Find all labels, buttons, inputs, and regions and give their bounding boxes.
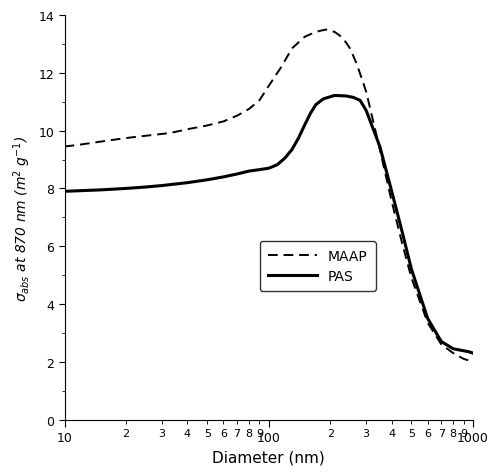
PAS [377, 144, 383, 150]
MAAP [322, 28, 328, 33]
PAS [399, 229, 405, 235]
MAAP [377, 147, 383, 153]
MAAP [460, 356, 466, 362]
MAAP [408, 276, 414, 281]
MAAP [114, 137, 119, 143]
PAS [256, 168, 262, 173]
MAAP [220, 119, 226, 125]
MAAP [302, 35, 308, 40]
MAAP [438, 342, 444, 347]
MAAP [450, 350, 456, 356]
MAAP [204, 123, 210, 129]
PAS [234, 172, 240, 178]
PAS [289, 147, 295, 153]
PAS [388, 189, 394, 195]
PAS [220, 175, 226, 180]
MAAP [347, 46, 353, 52]
MAAP [266, 84, 272, 89]
Legend: MAAP, PAS: MAAP, PAS [260, 241, 376, 291]
PAS [302, 123, 308, 129]
PAS [363, 109, 369, 114]
MAAP [340, 36, 345, 41]
PAS [424, 316, 430, 322]
PAS [246, 169, 252, 175]
MAAP [184, 127, 190, 133]
MAAP [424, 320, 430, 326]
PAS [308, 111, 314, 117]
Line: PAS: PAS [64, 96, 473, 353]
MAAP [62, 144, 68, 150]
MAAP [168, 131, 173, 137]
PAS [159, 183, 165, 189]
MAAP [289, 46, 295, 52]
PAS [62, 189, 68, 195]
PAS [408, 267, 414, 273]
MAAP [388, 199, 394, 205]
MAAP [332, 30, 338, 36]
Line: MAAP: MAAP [64, 30, 473, 362]
PAS [296, 136, 302, 141]
X-axis label: Diameter (nm): Diameter (nm) [212, 450, 325, 465]
PAS [350, 95, 356, 101]
PAS [357, 98, 363, 104]
MAAP [466, 357, 471, 363]
PAS [274, 162, 280, 168]
PAS [460, 348, 466, 354]
PAS [438, 339, 444, 345]
PAS [470, 350, 476, 356]
MAAP [234, 114, 240, 119]
Y-axis label: $\sigma_{abs}$ at 870 nm (m$^2$ g$^{-1}$): $\sigma_{abs}$ at 870 nm (m$^2$ g$^{-1}$… [11, 135, 32, 301]
MAAP [98, 139, 103, 145]
MAAP [363, 89, 369, 95]
PAS [282, 156, 288, 162]
MAAP [150, 133, 156, 139]
PAS [313, 103, 319, 109]
PAS [266, 166, 272, 172]
MAAP [246, 107, 252, 113]
PAS [332, 93, 338, 99]
PAS [344, 94, 349, 99]
PAS [204, 178, 210, 183]
MAAP [132, 135, 138, 140]
MAAP [470, 359, 476, 365]
MAAP [78, 142, 84, 148]
MAAP [354, 62, 360, 68]
PAS [466, 349, 471, 355]
MAAP [399, 241, 405, 247]
PAS [450, 346, 456, 352]
PAS [143, 185, 149, 190]
PAS [320, 97, 326, 102]
MAAP [278, 65, 284, 71]
MAAP [313, 30, 319, 36]
MAAP [256, 98, 262, 104]
PAS [98, 188, 103, 193]
PAS [123, 186, 129, 192]
PAS [184, 180, 190, 186]
